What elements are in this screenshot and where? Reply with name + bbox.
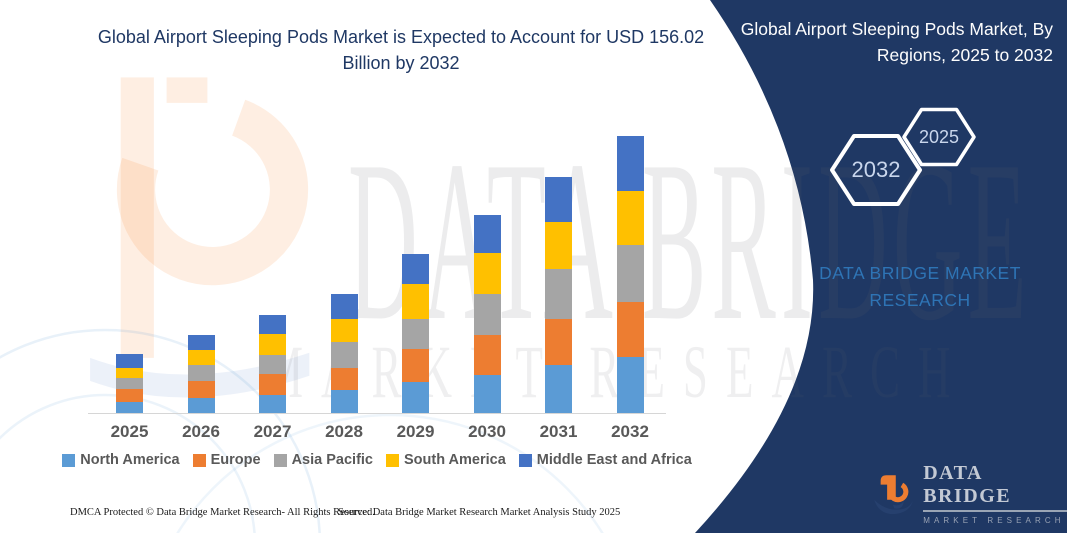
bar-segment-asia-pacific-2031 <box>545 268 572 319</box>
bar-segment-asia-pacific-2026 <box>187 365 215 382</box>
x-axis-label-2030: 2030 <box>468 422 506 441</box>
bar-segment-europe-2026 <box>187 381 215 398</box>
bar-segment-south-america-2032 <box>616 191 644 246</box>
footer-source-text: Source: Data Bridge Market Research Mark… <box>338 507 621 518</box>
bar-segment-europe-2025 <box>116 389 143 402</box>
bar-segment-europe-2032 <box>616 302 644 358</box>
legend-swatch-icon <box>192 453 206 467</box>
legend-item-north-america: North America <box>62 452 180 468</box>
dbmr-b-watermark-icon <box>90 77 310 398</box>
legend-item-south-america: South America <box>386 452 506 468</box>
bar-segment-asia-pacific-2032 <box>616 245 644 303</box>
legend-item-europe: Europe <box>192 452 261 468</box>
bar-segment-south-america-2030 <box>473 252 501 294</box>
x-axis-line <box>88 413 666 414</box>
legend-label: South America <box>404 452 506 468</box>
bar-segment-north-america-2030 <box>473 374 501 413</box>
bar-segment-north-america-2031 <box>545 364 572 413</box>
bar-segment-asia-pacific-2027 <box>259 355 286 375</box>
year-hexagons: 2025 2032 <box>830 107 976 206</box>
bar-2026 <box>187 335 215 413</box>
legend-swatch-icon <box>273 453 287 467</box>
panel-brand-text: DATA BRIDGE MARKET RESEARCH <box>819 263 1021 311</box>
x-axis-label-2027: 2027 <box>253 422 292 441</box>
dbmr-logo-icon <box>874 474 914 514</box>
bar-segment-north-america-2029 <box>402 381 429 413</box>
x-axis-label-2029: 2029 <box>396 422 435 441</box>
bar-segment-north-america-2028 <box>330 390 358 413</box>
x-axis-label-2031: 2031 <box>539 422 578 441</box>
bar-segment-north-america-2032 <box>616 357 644 413</box>
bar-segment-north-america-2026 <box>187 397 215 413</box>
page-title: Global Airport Sleeping Pods Market is E… <box>97 27 705 74</box>
bar-segment-north-america-2027 <box>259 394 286 413</box>
x-axis-label-2032: 2032 <box>611 422 649 441</box>
bar-segment-middle-east-and-africa-2028 <box>330 294 358 320</box>
logo-subtitle-text: MARKET RESEARCH <box>923 516 1065 525</box>
bar-segment-asia-pacific-2025 <box>116 377 143 390</box>
legend-swatch-icon <box>62 453 76 467</box>
bar-2025 <box>116 353 143 413</box>
watermark-text-line2: MARKET RESEARCH <box>263 331 969 414</box>
hexagon-2032-label: 2032 <box>852 157 901 182</box>
x-axis-labels: 2025 2026 2027 2028 2029 2030 2031 2032 <box>88 422 666 442</box>
hexagon-2025 <box>902 107 976 167</box>
bar-segment-middle-east-and-africa-2032 <box>616 136 644 192</box>
bar-2027 <box>259 314 286 413</box>
bar-2028 <box>330 294 358 413</box>
legend-swatch-icon <box>386 453 399 467</box>
bar-segment-asia-pacific-2029 <box>402 318 429 349</box>
dbmr-logo: DATA BRIDGE MARKET RESEARCH <box>872 462 1067 525</box>
bar-segment-middle-east-and-africa-2031 <box>545 176 572 223</box>
bar-segment-europe-2027 <box>259 374 286 395</box>
bar-segment-middle-east-and-africa-2026 <box>187 335 215 351</box>
bar-segment-south-america-2026 <box>187 350 215 366</box>
legend-item-asia-pacific: Asia Pacific <box>273 452 373 468</box>
bar-segment-middle-east-and-africa-2025 <box>116 353 143 368</box>
bar-segment-north-america-2025 <box>116 402 143 413</box>
bar-segment-south-america-2029 <box>402 284 429 319</box>
bar-segment-europe-2028 <box>330 367 358 391</box>
bar-2030 <box>473 214 501 413</box>
bar-segment-europe-2029 <box>402 348 429 382</box>
hexagon-2025-label: 2025 <box>919 127 959 147</box>
bar-segment-europe-2031 <box>545 318 572 365</box>
hexagon-2032 <box>830 134 922 206</box>
bar-segment-south-america-2025 <box>116 367 143 378</box>
legend-label: North America <box>80 452 180 468</box>
bar-segment-middle-east-and-africa-2030 <box>473 214 501 253</box>
bar-segment-asia-pacific-2028 <box>330 341 358 368</box>
legend-label: Middle East and Africa <box>536 452 692 468</box>
x-axis-label-2026: 2026 <box>182 422 220 441</box>
plot-area <box>88 136 666 413</box>
legend-swatch-icon <box>518 453 532 467</box>
chart-legend: North America Europe Asia Pacific South Ame… <box>62 452 692 468</box>
legend-item-middle-east-and-africa: Middle East and Africa <box>518 452 692 468</box>
bar-segment-south-america-2027 <box>259 333 286 356</box>
legend-label: Asia Pacific <box>291 452 373 468</box>
footer-dmca-text: DMCA Protected © Data Bridge Market Rese… <box>70 507 375 518</box>
x-axis-label-2025: 2025 <box>110 422 149 441</box>
bar-2031 <box>545 176 572 413</box>
x-axis-label-2028: 2028 <box>325 422 363 441</box>
bar-segment-middle-east-and-africa-2027 <box>259 314 286 334</box>
bar-segment-south-america-2028 <box>330 319 358 342</box>
legend-label: Europe <box>210 452 261 468</box>
bar-segment-europe-2030 <box>473 335 501 375</box>
bar-segment-asia-pacific-2030 <box>473 293 501 336</box>
bar-segment-south-america-2031 <box>545 222 572 269</box>
bar-segment-middle-east-and-africa-2029 <box>402 254 429 285</box>
logo-brand-text: DATA BRIDGE <box>923 462 1067 512</box>
bar-2029 <box>402 254 429 413</box>
bar-2032 <box>616 136 644 413</box>
panel-title: Global Airport Sleeping Pods Market, By … <box>740 19 1053 66</box>
watermark-text-line1: DATA BRIDGE <box>348 113 1032 368</box>
